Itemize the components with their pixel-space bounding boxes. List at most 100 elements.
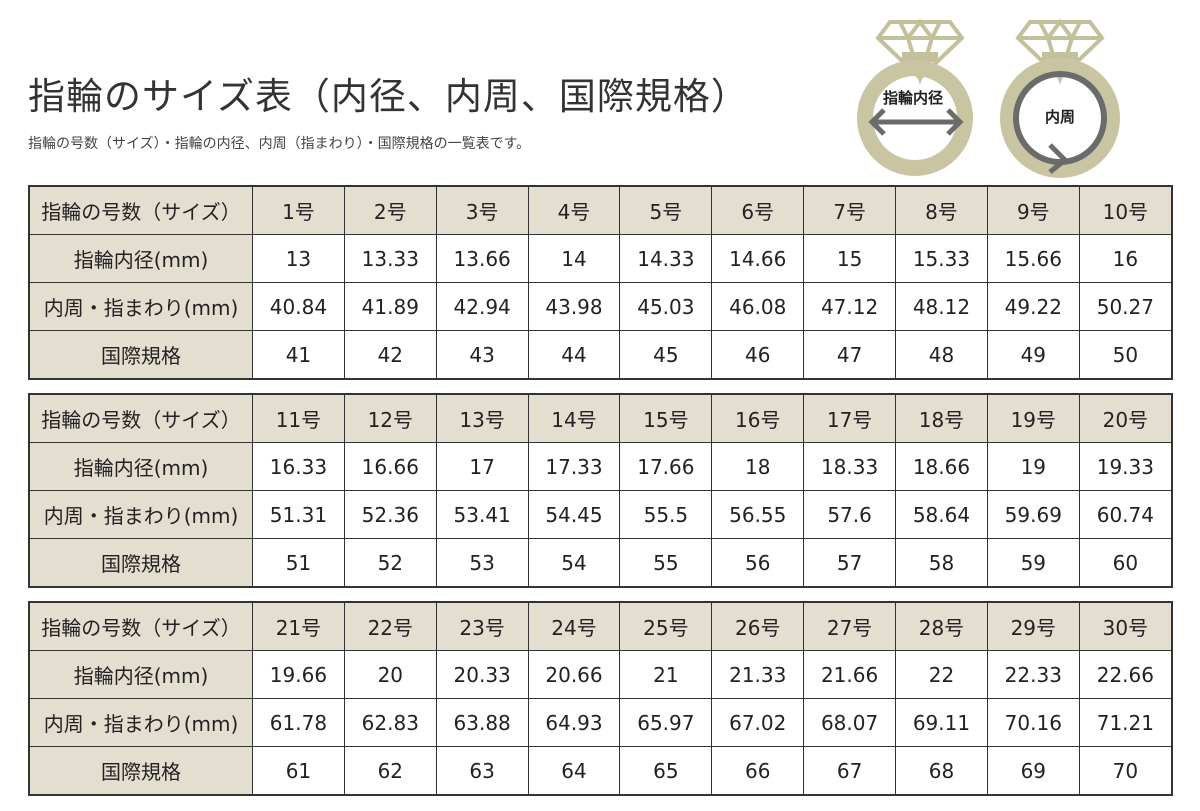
table-cell-sizes: 2号 <box>343 185 437 235</box>
table-cell-international: 42 <box>343 330 437 380</box>
table-cell-diameter: 16.33 <box>252 442 345 491</box>
table-cell-sizes: 8号 <box>895 185 988 235</box>
table-cell-sizes: 3号 <box>435 185 529 235</box>
table-cell-sizes: 18号 <box>895 393 988 443</box>
table-cell-circumference: 64.93 <box>527 698 621 747</box>
table-cell-international: 48 <box>895 330 988 380</box>
table-cell-circumference: 50.27 <box>1078 282 1173 331</box>
table-cell-circumference: 41.89 <box>343 282 437 331</box>
table-row-diameter: 指輪内径(mm) 16.33 16.66 17 17.33 17.66 18 18.33 18.… <box>28 442 1173 491</box>
table-cell-circumference: 59.69 <box>986 490 1080 539</box>
table-row-circumference: 内周・指まわり(mm) 51.31 52.36 53.41 54.45 55.5 56.55… <box>28 490 1173 539</box>
table-cell-sizes: 22号 <box>343 601 437 651</box>
diameter-label: 指輪内径 <box>883 89 943 107</box>
diamond-icon <box>1015 18 1105 85</box>
table-cell-diameter: 22 <box>895 650 988 699</box>
table-cell-sizes: 28号 <box>895 601 988 651</box>
table-row-circumference: 内周・指まわり(mm) 61.78 62.83 63.88 64.93 65.97 67.0… <box>28 698 1173 747</box>
table-cell-sizes: 5号 <box>619 185 713 235</box>
table-cell-international: 61 <box>252 746 345 796</box>
table-cell-sizes: 9号 <box>986 185 1080 235</box>
table-cell-international: 43 <box>435 330 529 380</box>
table-cell-diameter: 20.33 <box>435 650 529 699</box>
table-cell-circumference: 43.98 <box>527 282 621 331</box>
table-cell-circumference: 54.45 <box>527 490 621 539</box>
table-cell-international: 45 <box>619 330 713 380</box>
table-cell-diameter: 13.33 <box>343 234 437 283</box>
table-row-sizes: 指輪の号数（サイズ） 21号 22号 23号 24号 25号 26号 27号 28号 29号 30号 <box>28 601 1173 651</box>
table-cell-circumference: 57.6 <box>803 490 897 539</box>
table-cell-circumference: 47.12 <box>803 282 897 331</box>
table-cell-sizes: 19号 <box>986 393 1080 443</box>
table-cell-sizes: 17号 <box>803 393 897 443</box>
table-row-international: 国際規格 61 62 63 64 65 66 67 68 69 70 <box>28 746 1173 796</box>
table-row-sizes: 指輪の号数（サイズ） 1号 2号 3号 4号 5号 6号 7号 8号 9号 10号 <box>28 185 1173 235</box>
table-cell-sizes: 24号 <box>527 601 621 651</box>
double-arrow-icon <box>868 108 964 136</box>
table-cell-circumference: 69.11 <box>895 698 988 747</box>
table-cell-diameter: 18.33 <box>803 442 897 491</box>
circumference-label: 内周 <box>1045 108 1075 126</box>
table-cell-international: 46 <box>711 330 805 380</box>
table-cell-diameter: 13.66 <box>435 234 529 283</box>
table-cell-diameter: 17 <box>435 442 529 491</box>
table-cell-sizes: 26号 <box>711 601 805 651</box>
table-cell-sizes: 14号 <box>527 393 621 443</box>
table-cell-diameter: 22.33 <box>986 650 1080 699</box>
page-title: 指輪のサイズ表（内径、内周、国際規格） <box>28 75 749 118</box>
table-cell-sizes: 6号 <box>711 185 805 235</box>
table-cell-international: 64 <box>527 746 621 796</box>
table-cell-circumference: 55.5 <box>619 490 713 539</box>
table-cell-diameter: 17.66 <box>619 442 713 491</box>
table-cell-sizes: 25号 <box>619 601 713 651</box>
table-cell-circumference: 42.94 <box>435 282 529 331</box>
row-label: 国際規格 <box>28 538 253 588</box>
table-cell-international: 53 <box>435 538 529 588</box>
table-cell-international: 60 <box>1078 538 1173 588</box>
table-cell-diameter: 18.66 <box>895 442 988 491</box>
table-cell-diameter: 18 <box>711 442 805 491</box>
table-cell-diameter: 20.66 <box>527 650 621 699</box>
row-label: 指輪の号数（サイズ） <box>28 393 253 443</box>
table-row-circumference: 内周・指まわり(mm) 40.84 41.89 42.94 43.98 45.03 46.0… <box>28 282 1173 331</box>
table-cell-diameter: 14 <box>527 234 621 283</box>
table-cell-international: 66 <box>711 746 805 796</box>
table-cell-diameter: 16.66 <box>343 442 437 491</box>
table-cell-international: 41 <box>252 330 345 380</box>
table-cell-international: 56 <box>711 538 805 588</box>
row-label: 指輪内径(mm) <box>28 650 253 699</box>
table-row-diameter: 指輪内径(mm) 19.66 20 20.33 20.66 21 21.33 21.66 22 2… <box>28 650 1173 699</box>
table-cell-diameter: 14.66 <box>711 234 805 283</box>
table-cell-international: 57 <box>803 538 897 588</box>
table-cell-international: 55 <box>619 538 713 588</box>
table-cell-circumference: 58.64 <box>895 490 988 539</box>
table-cell-sizes: 29号 <box>986 601 1080 651</box>
table-cell-diameter: 15.66 <box>986 234 1080 283</box>
table-cell-diameter: 13 <box>252 234 345 283</box>
table-cell-circumference: 60.74 <box>1078 490 1173 539</box>
table-cell-international: 70 <box>1078 746 1173 796</box>
row-label: 内周・指まわり(mm) <box>28 698 253 747</box>
table-cell-circumference: 61.78 <box>252 698 345 747</box>
diamond-icon <box>875 18 965 85</box>
row-label: 国際規格 <box>28 746 253 796</box>
table-cell-circumference: 40.84 <box>252 282 345 331</box>
table-cell-circumference: 45.03 <box>619 282 713 331</box>
table-cell-circumference: 63.88 <box>435 698 529 747</box>
table-cell-circumference: 51.31 <box>252 490 345 539</box>
table-cell-sizes: 27号 <box>803 601 897 651</box>
table-cell-diameter: 21.66 <box>803 650 897 699</box>
row-label: 指輪内径(mm) <box>28 442 253 491</box>
table-cell-circumference: 70.16 <box>986 698 1080 747</box>
table-cell-sizes: 10号 <box>1078 185 1173 235</box>
table-cell-sizes: 21号 <box>252 601 345 651</box>
table-cell-international: 50 <box>1078 330 1173 380</box>
table-row-diameter: 指輪内径(mm) 13 13.33 13.66 14 14.33 14.66 15 15.33 1… <box>28 234 1173 283</box>
row-label: 内周・指まわり(mm) <box>28 490 253 539</box>
table-cell-international: 68 <box>895 746 988 796</box>
table-cell-sizes: 4号 <box>527 185 621 235</box>
row-label: 指輪の号数（サイズ） <box>28 601 253 651</box>
table-cell-diameter: 16 <box>1078 234 1173 283</box>
table-cell-diameter: 20 <box>343 650 437 699</box>
table-cell-international: 65 <box>619 746 713 796</box>
